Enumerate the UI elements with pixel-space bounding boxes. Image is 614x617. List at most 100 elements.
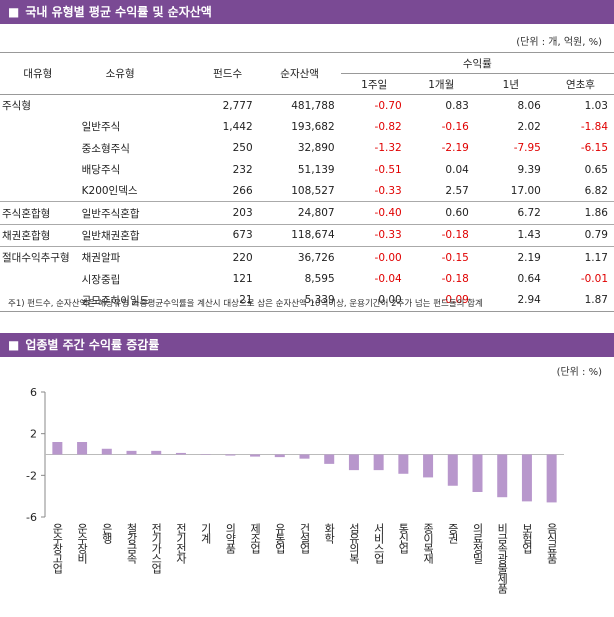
table-cell: 51,139 — [297, 163, 335, 176]
table-cell: 0.79 — [546, 223, 614, 247]
x-tick-label: 유통업 — [273, 523, 286, 554]
table-cell: 1.43 — [474, 223, 547, 247]
table-cell: 24,807 — [258, 201, 341, 225]
bar — [398, 454, 409, 474]
table-cell: 주식혼합형 — [0, 201, 76, 225]
table-cell: -0.70 — [374, 99, 402, 112]
table-cell: -0.18 — [441, 273, 469, 286]
x-tick-label: 전기가스업 — [150, 523, 163, 574]
table-cell: 시장중립 — [81, 273, 121, 286]
table-cell: 250 — [232, 142, 253, 155]
table-row: 시장중립 121 8,595 -0.04 -0.18 0.64 -0.01 — [0, 268, 614, 289]
table-cell: 8,595 — [304, 273, 335, 286]
table-cell: 1,442 — [222, 120, 253, 133]
bar — [274, 454, 285, 458]
table-cell: 주식형 — [2, 100, 31, 113]
table-cell: -0.18 — [407, 223, 475, 247]
table-cell: -0.09 — [407, 289, 475, 312]
header-cell: 1년 — [474, 73, 547, 95]
x-tick-label: 증권 — [446, 523, 459, 544]
header-cell: 1주일 — [340, 73, 408, 95]
y-tick-label: 6 — [30, 386, 37, 399]
table-cell: 0.83 — [445, 99, 469, 112]
table-cell: 6.72 — [474, 201, 547, 225]
table-body: 주식형 2,777 481,788 -0.70 0.83 8.06 1.03 일반주식 1,44… — [0, 95, 614, 312]
x-tick-label: 서비스업 — [372, 523, 385, 564]
section-header: ■ 업종별 주간 수익률 증감률 — [0, 333, 614, 357]
table-cell: 0.00 — [340, 289, 408, 312]
table-cell — [76, 95, 197, 117]
table-cell: -0.51 — [374, 163, 402, 176]
table-cell: 0.64 — [517, 273, 541, 286]
x-tick-label: 전기전자 — [174, 523, 187, 564]
header-cell: 소유형 — [75, 52, 197, 95]
bar — [546, 454, 557, 503]
x-tick-label: 의료정밀 — [471, 523, 484, 564]
table-cell: -0.40 — [340, 201, 408, 225]
header-cell: 순자산액 — [258, 52, 341, 95]
x-tick-label: 제조업 — [249, 523, 262, 554]
table-cell: 배당주식 — [81, 164, 121, 177]
bar — [250, 454, 261, 457]
table-cell: -0.00 — [340, 246, 408, 269]
bar — [101, 448, 112, 455]
table-cell: 8.06 — [517, 99, 541, 112]
bar — [175, 452, 186, 455]
table-cell: -0.04 — [374, 273, 402, 286]
table-cell: 일반주식 — [81, 121, 121, 134]
bar — [225, 454, 236, 456]
bar — [472, 454, 483, 492]
header-cell: 대유형 — [0, 52, 76, 95]
table-cell: 1.03 — [584, 99, 608, 112]
table-cell: 절대수익추구형 — [0, 246, 76, 269]
x-tick-label: 비금속광물제품 — [496, 523, 509, 594]
bar — [151, 450, 162, 455]
footnote: 주1) 펀드수, 순자산액은 해당유형 가중평균수익률을 계산시 대상으로 삼은… — [8, 299, 483, 309]
table-cell: -1.32 — [374, 142, 402, 155]
x-tick-label: 운수장비 — [76, 523, 89, 564]
table-cell — [0, 138, 76, 159]
table-row: 일반주식 1,442 193,682 -0.82 -0.16 2.02 -1.84 — [0, 116, 614, 137]
table-cell: 2.57 — [445, 184, 469, 197]
table-cell: K200인덱스 — [81, 185, 138, 198]
x-tick-label: 의약품 — [224, 523, 237, 554]
table-cell: 673 — [196, 223, 259, 247]
bar — [447, 454, 458, 486]
bar — [126, 450, 137, 455]
table-cell: 203 — [196, 201, 259, 225]
table-cell: -6.15 — [580, 142, 608, 155]
x-tick-label: 종이목재 — [422, 523, 435, 564]
table-cell: 일반채권혼합 — [75, 223, 197, 247]
table-cell: 481,788 — [291, 99, 335, 112]
table-row: 주식형 2,777 481,788 -0.70 0.83 8.06 1.03 — [0, 95, 614, 117]
bar — [348, 454, 359, 471]
table-cell: -1.84 — [580, 120, 608, 133]
table-cell: 0.04 — [445, 163, 469, 176]
table-cell: 0.65 — [584, 163, 608, 176]
table-cell: 공모주하이일드 — [75, 289, 197, 312]
table-row: 절대수익추구형 채권알파 220 36,726 -0.00 -0.15 2.19 1.17 — [0, 246, 614, 269]
header-cell: 연초후 — [546, 73, 614, 95]
table-cell — [0, 268, 76, 289]
table-cell: 2,777 — [222, 99, 253, 112]
y-tick-label: -6 — [26, 511, 37, 524]
table-cell: -0.15 — [407, 246, 475, 269]
table-cell: 193,682 — [291, 120, 335, 133]
table-cell: 2.94 — [474, 289, 547, 312]
bar — [497, 454, 508, 498]
table-cell — [0, 159, 76, 180]
chart: 6 2 -2 -6 운수창고업 운수장비 은행 철강금속 전기가스업 전기전자 기계 의약품 제조업 유통… — [26, 386, 564, 594]
header-cell: 1개월 — [407, 73, 475, 95]
bar — [521, 454, 532, 502]
table-cell — [0, 289, 76, 312]
x-tick-label: 화학 — [323, 523, 336, 544]
table-row: 배당주식 232 51,139 -0.51 0.04 9.39 0.65 — [0, 159, 614, 180]
unit-label: (단위 : %) — [556, 367, 602, 378]
table-cell: 118,674 — [258, 223, 341, 247]
table-row: 중소형주식 250 32,890 -1.32 -2.19 -7.95 -6.15 — [0, 138, 614, 159]
x-tick-label: 운수창고업 — [51, 523, 64, 574]
bar — [77, 442, 88, 455]
section-title: 업종별 주간 수익률 증감률 — [25, 338, 160, 352]
section-title: 국내 유형별 평균 수익률 및 순자산액 — [25, 5, 212, 19]
